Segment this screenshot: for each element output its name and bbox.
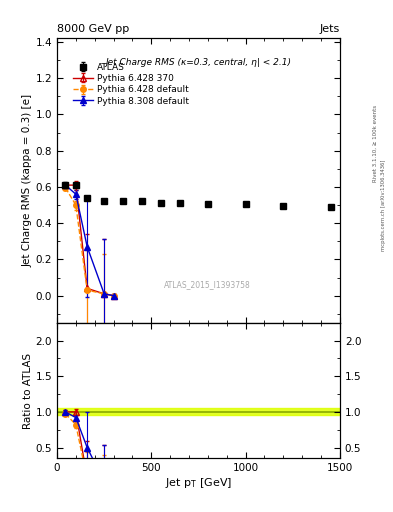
Text: 8000 GeV pp: 8000 GeV pp [57,24,129,34]
Text: mcplots.cern.ch [arXiv:1306.3436]: mcplots.cern.ch [arXiv:1306.3436] [381,159,386,250]
Text: Jet Charge RMS (κ=0.3, central, η| < 2.1): Jet Charge RMS (κ=0.3, central, η| < 2.1… [105,58,292,67]
X-axis label: Jet p$_\mathrm{T}$ [GeV]: Jet p$_\mathrm{T}$ [GeV] [165,476,232,490]
Text: ATLAS_2015_I1393758: ATLAS_2015_I1393758 [163,280,250,289]
Text: Jets: Jets [320,24,340,34]
Legend: ATLAS, Pythia 6.428 370, Pythia 6.428 default, Pythia 8.308 default: ATLAS, Pythia 6.428 370, Pythia 6.428 de… [73,63,189,105]
Text: Rivet 3.1.10, ≥ 100k events: Rivet 3.1.10, ≥ 100k events [373,105,378,182]
Bar [57,409,340,415]
Y-axis label: Jet Charge RMS (kappa = 0.3) [e]: Jet Charge RMS (kappa = 0.3) [e] [23,94,33,267]
Y-axis label: Ratio to ATLAS: Ratio to ATLAS [23,352,33,429]
